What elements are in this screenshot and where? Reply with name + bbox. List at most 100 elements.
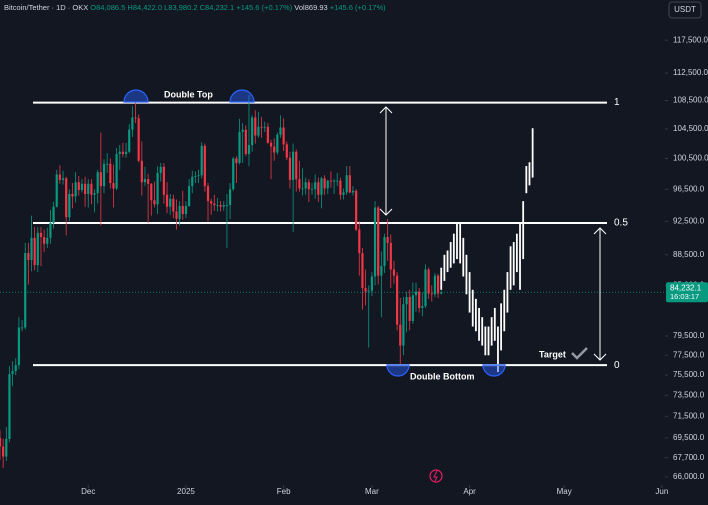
- candle-body: [147, 179, 150, 184]
- candle-body: [392, 269, 396, 276]
- currency-box[interactable]: [668, 1, 702, 19]
- candle-body: [172, 198, 175, 212]
- candle-body: [150, 183, 153, 201]
- candle-body: [184, 205, 188, 214]
- candle-body: [137, 118, 140, 161]
- candle-body: [257, 126, 260, 136]
- legend-item: O84,086.5: [90, 3, 125, 12]
- event-icon[interactable]: [429, 469, 443, 483]
- candle-body: [314, 182, 317, 190]
- candle-body: [77, 182, 80, 191]
- top-hump: [123, 89, 149, 103]
- currency[interactable]: USDT: [674, 5, 696, 14]
- candle-body: [414, 291, 418, 296]
- candle-body: [11, 371, 14, 375]
- candle-body: [402, 304, 405, 346]
- candle-body: [153, 200, 156, 205]
- candle-body: [279, 127, 282, 135]
- candle-body: [30, 237, 33, 260]
- candle-body: [421, 306, 424, 308]
- candle-body: [238, 131, 241, 164]
- annotation: Double Bottom: [410, 371, 475, 381]
- candle-body: [440, 292, 443, 294]
- candle-body: [307, 182, 310, 190]
- candle-body: [61, 178, 65, 180]
- candle-body: [17, 327, 21, 366]
- candle-body: [295, 151, 298, 180]
- candle-body: [102, 163, 106, 187]
- candle-body: [377, 207, 380, 276]
- legend-item: +145.6 (+0.17%): [236, 3, 292, 12]
- candle-body: [65, 178, 68, 218]
- candle-body: [247, 145, 251, 154]
- candle-body: [301, 188, 304, 190]
- legend-item: L83,980.2: [164, 3, 197, 12]
- candle-body: [386, 237, 389, 243]
- y-tick-label: 117,500.0: [673, 35, 708, 44]
- level-label: 0.5: [614, 218, 628, 229]
- candle-body: [332, 180, 336, 182]
- candle-body: [175, 211, 178, 219]
- candle-body: [263, 126, 266, 128]
- candle-body: [24, 253, 27, 328]
- candle-body: [320, 178, 323, 195]
- candle-body: [433, 275, 437, 295]
- candle-body: [342, 192, 345, 195]
- candle-body: [326, 180, 329, 189]
- candle-body: [424, 269, 427, 307]
- candle-body: [336, 180, 339, 182]
- candle-body: [228, 189, 232, 206]
- x-tick-label: Dec: [81, 487, 95, 496]
- candle-body: [169, 198, 172, 207]
- candle-body: [269, 142, 273, 147]
- candle-body: [124, 151, 128, 154]
- candle-body: [115, 153, 118, 189]
- candle-body: [310, 189, 314, 191]
- y-tick-label: 73,500.0: [673, 391, 705, 400]
- y-tick-label: 67,700.0: [673, 453, 705, 462]
- y-tick-label: 112,500.0: [673, 68, 708, 77]
- y-tick-label: 77,500.0: [673, 350, 705, 359]
- candle-body: [298, 179, 301, 189]
- arrow-head: [379, 208, 393, 216]
- legend: Bitcoin/Tether · 1D · OKX O84,086.5 H84,…: [4, 3, 386, 12]
- annotation: Target: [539, 349, 566, 359]
- candle-body: [345, 175, 348, 193]
- candle-body: [427, 269, 430, 294]
- x-tick-label: Jun: [655, 487, 668, 496]
- candle-body: [216, 205, 219, 206]
- candle-body: [254, 117, 257, 136]
- top-hump: [229, 89, 255, 103]
- candle-body: [405, 297, 408, 305]
- candle-body: [396, 275, 399, 325]
- candle-body: [5, 438, 8, 457]
- candle-body: [304, 182, 307, 189]
- y-tick-label: 88,500.0: [673, 250, 705, 259]
- candle-body: [210, 201, 213, 204]
- candle-body: [213, 203, 216, 206]
- candle-body: [49, 222, 52, 238]
- candle-body: [87, 183, 90, 194]
- y-tick-label: 100,500.0: [673, 154, 708, 163]
- candle-body: [112, 183, 115, 189]
- candle-body: [187, 186, 191, 206]
- candle-body: [131, 117, 134, 130]
- candle-body: [329, 180, 333, 182]
- candle-body: [206, 186, 210, 202]
- candle-body: [96, 172, 99, 194]
- candle-body: [408, 297, 411, 321]
- candle-body: [383, 237, 386, 266]
- candle-body: [339, 180, 342, 195]
- legend-item: H84,422.0: [127, 3, 162, 12]
- candle-body: [380, 265, 383, 276]
- candle-body: [39, 232, 43, 238]
- x-tick-label: May: [557, 487, 572, 496]
- candle-body: [156, 172, 159, 205]
- bottom-hump: [482, 364, 506, 377]
- annotation: Double Top: [164, 89, 213, 99]
- candle-body: [232, 158, 235, 190]
- candle-body: [351, 190, 355, 193]
- candle-body: [225, 205, 229, 206]
- candle-body: [191, 176, 194, 187]
- candle-body: [159, 166, 162, 173]
